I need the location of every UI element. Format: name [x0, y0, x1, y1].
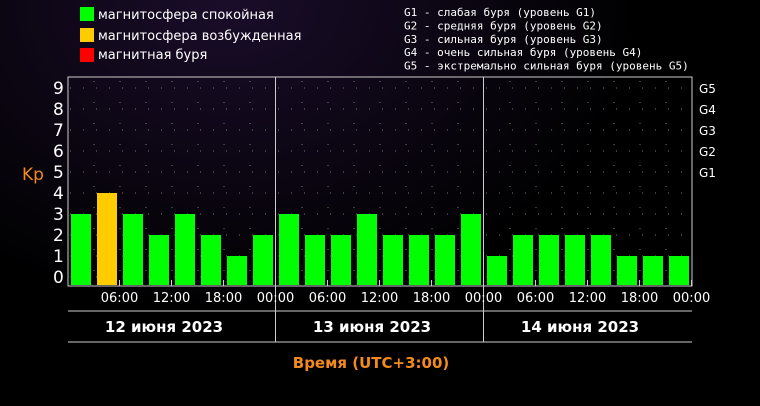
bar: [305, 235, 325, 285]
x-tick-label: 18:00: [621, 291, 658, 306]
legend-label-storm: магнитная буря: [98, 48, 207, 63]
x-tick-label: 12:00: [361, 291, 398, 306]
storm-level-legend: G1 - слабая буря (уровень G1)G2 - средня…: [404, 6, 689, 73]
bar: [409, 235, 429, 285]
bar: [383, 235, 403, 285]
bar: [97, 193, 117, 285]
storm-level-item: G1 - слабая буря (уровень G1): [404, 6, 596, 19]
bar: [227, 256, 247, 285]
x-tick-label: 18:00: [205, 291, 242, 306]
y-tick-label: 4: [53, 184, 64, 204]
y-tick-label: 1: [53, 247, 64, 267]
bar: [175, 214, 195, 285]
storm-level-item: G2 - средняя буря (уровень G2): [404, 19, 603, 32]
bar: [643, 256, 663, 285]
bar: [357, 214, 377, 285]
bar: [71, 214, 91, 285]
y-tick-label: 9: [53, 79, 64, 99]
chart-bars: [71, 193, 689, 285]
x-tick-label: 00:00: [257, 291, 294, 306]
g-axis-ticks: G1 G2 G3 G4 G5: [699, 82, 716, 180]
x-tick-label: 06:00: [517, 291, 554, 306]
y-tick-label: 0: [53, 268, 64, 288]
bar: [565, 235, 585, 285]
x-axis-ticks: 06:00 12:00 18:00 00:00 06:00 12:00 18:00 00:00…: [101, 280, 710, 306]
bar: [487, 256, 507, 285]
storm-level-item: G5 - экстремально сильная буря (уровень …: [404, 60, 689, 73]
bar: [461, 214, 481, 285]
bar: [279, 214, 299, 285]
g-tick-label: G3: [699, 124, 716, 138]
g-tick-label: G2: [699, 145, 716, 159]
y-tick-label: 3: [53, 205, 64, 225]
bar: [513, 235, 533, 285]
day-label: 14 июня 2023: [521, 318, 639, 336]
bar: [539, 235, 559, 285]
bar: [201, 235, 221, 285]
bar: [123, 214, 143, 285]
y-tick-label: 2: [53, 226, 64, 246]
x-tick-label: 06:00: [101, 291, 138, 306]
g-tick-label: G5: [699, 82, 716, 96]
x-tick-label: 06:00: [309, 291, 346, 306]
bar: [149, 235, 169, 285]
legend-swatch-unsettled: [80, 28, 94, 42]
legend-label-unsettled: магнитосфера возбужденная: [98, 29, 301, 44]
bar: [617, 256, 637, 285]
y-tick-label: 8: [53, 100, 64, 120]
bar: [253, 235, 273, 285]
x-tick-label: 12:00: [569, 291, 606, 306]
day-label: 13 июня 2023: [313, 318, 431, 336]
y-axis-label: Kp: [22, 165, 44, 185]
bar: [591, 235, 611, 285]
y-tick-label: 5: [53, 163, 64, 183]
storm-level-item: G3 - сильная буря (уровень G3): [404, 33, 603, 46]
g-tick-label: G1: [699, 166, 716, 180]
bar: [435, 235, 455, 285]
g-tick-label: G4: [699, 103, 716, 117]
bar: [669, 256, 689, 285]
storm-level-item: G4 - очень сильная буря (уровень G4): [404, 46, 642, 59]
legend-label-quiet: магнитосфера спокойная: [98, 8, 274, 23]
legend-swatch-storm: [80, 48, 94, 62]
day-labels: 12 июня 2023 13 июня 2023 14 июня 2023: [105, 318, 639, 336]
x-tick-label: 12:00: [153, 291, 190, 306]
y-tick-label: 7: [53, 121, 64, 141]
y-tick-label: 6: [53, 142, 64, 162]
day-label: 12 июня 2023: [105, 318, 223, 336]
x-tick-label: 00:00: [465, 291, 502, 306]
bar: [331, 235, 351, 285]
x-tick-label: 18:00: [413, 291, 450, 306]
legend-swatch-quiet: [80, 7, 94, 21]
x-axis-label: Время (UTC+3:00): [293, 354, 449, 372]
x-tick-label: 00:00: [673, 291, 710, 306]
